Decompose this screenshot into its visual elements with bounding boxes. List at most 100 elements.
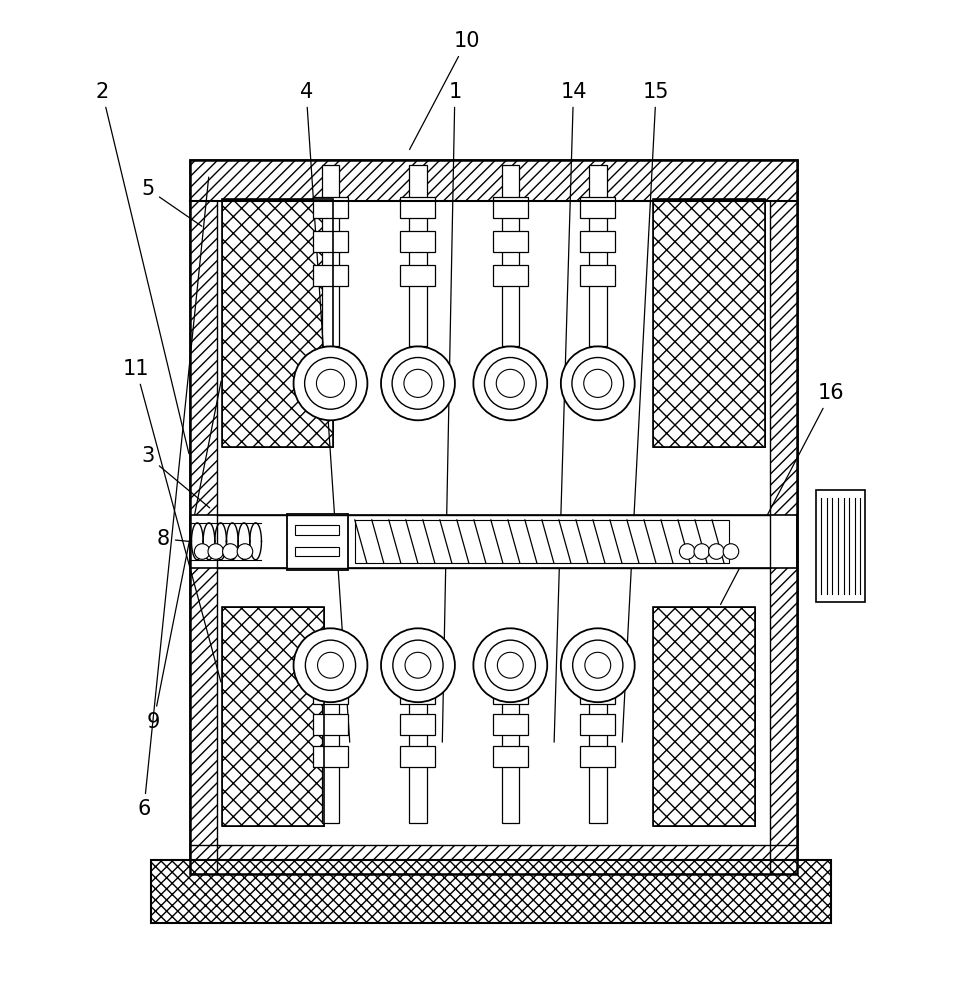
Bar xyxy=(222,199,333,447)
Circle shape xyxy=(194,544,210,559)
Bar xyxy=(580,714,615,735)
Circle shape xyxy=(392,358,444,409)
Bar xyxy=(222,199,333,447)
Circle shape xyxy=(484,358,537,409)
Bar xyxy=(816,490,865,602)
Text: 4: 4 xyxy=(299,82,350,742)
Bar xyxy=(400,197,435,218)
Bar xyxy=(589,702,607,823)
Bar xyxy=(502,165,519,346)
Text: 7: 7 xyxy=(819,543,857,563)
Circle shape xyxy=(473,346,547,420)
Circle shape xyxy=(585,652,610,678)
Circle shape xyxy=(381,628,455,702)
Circle shape xyxy=(561,346,635,420)
Text: 6: 6 xyxy=(137,177,209,819)
Bar xyxy=(322,165,339,346)
Bar xyxy=(580,746,615,767)
Bar xyxy=(409,702,427,823)
Bar xyxy=(493,231,528,252)
Bar xyxy=(287,514,348,570)
Bar xyxy=(400,231,435,252)
Bar xyxy=(151,860,831,923)
Circle shape xyxy=(473,628,547,702)
Bar xyxy=(493,197,528,218)
Circle shape xyxy=(237,544,253,559)
Text: 14: 14 xyxy=(554,82,587,742)
Bar xyxy=(190,845,797,874)
Bar xyxy=(322,702,339,823)
Bar xyxy=(580,197,615,218)
Bar xyxy=(493,746,528,767)
Bar xyxy=(222,607,324,826)
Bar xyxy=(190,515,797,568)
Bar xyxy=(151,860,831,923)
Bar xyxy=(400,683,435,704)
Circle shape xyxy=(723,544,739,559)
Bar xyxy=(313,746,348,767)
Bar xyxy=(313,714,348,735)
Bar xyxy=(580,231,615,252)
Bar xyxy=(493,265,528,286)
Bar xyxy=(190,201,217,874)
Text: 10: 10 xyxy=(409,31,480,150)
Text: 11: 11 xyxy=(122,359,221,682)
Bar xyxy=(313,231,348,252)
Circle shape xyxy=(584,369,611,397)
Bar xyxy=(580,265,615,286)
Circle shape xyxy=(485,640,536,690)
Text: 16: 16 xyxy=(720,383,845,604)
Text: 1: 1 xyxy=(442,82,462,742)
Bar xyxy=(400,714,435,735)
Circle shape xyxy=(318,652,343,678)
Circle shape xyxy=(208,544,224,559)
Text: 8: 8 xyxy=(156,529,230,549)
Bar xyxy=(313,683,348,704)
Circle shape xyxy=(305,640,356,690)
Bar xyxy=(190,160,797,201)
Circle shape xyxy=(709,544,724,559)
Text: 3: 3 xyxy=(141,446,210,508)
Bar xyxy=(589,165,607,346)
Bar xyxy=(355,520,729,563)
Bar xyxy=(190,160,797,874)
Bar xyxy=(653,199,765,447)
Text: 9: 9 xyxy=(147,381,221,732)
Circle shape xyxy=(393,640,443,690)
Bar xyxy=(400,265,435,286)
Circle shape xyxy=(573,640,623,690)
Bar xyxy=(295,547,339,556)
Bar xyxy=(653,199,765,447)
Circle shape xyxy=(304,358,357,409)
Bar xyxy=(580,683,615,704)
Circle shape xyxy=(405,652,431,678)
Circle shape xyxy=(381,346,455,420)
Circle shape xyxy=(404,369,432,397)
Bar xyxy=(502,702,519,823)
Circle shape xyxy=(294,346,367,420)
Bar xyxy=(222,607,324,826)
Circle shape xyxy=(497,369,524,397)
Circle shape xyxy=(572,358,624,409)
Bar xyxy=(400,746,435,767)
Bar xyxy=(493,683,528,704)
Bar xyxy=(493,714,528,735)
Bar xyxy=(409,165,427,346)
Circle shape xyxy=(223,544,238,559)
Circle shape xyxy=(694,544,710,559)
Text: 15: 15 xyxy=(622,82,670,742)
Bar xyxy=(190,160,797,874)
Circle shape xyxy=(679,544,695,559)
Bar xyxy=(295,525,339,535)
Text: 2: 2 xyxy=(95,82,189,454)
Bar xyxy=(313,197,348,218)
Bar xyxy=(653,607,755,826)
Bar xyxy=(653,607,755,826)
Circle shape xyxy=(561,628,635,702)
Text: 5: 5 xyxy=(141,179,202,226)
Bar xyxy=(313,265,348,286)
Circle shape xyxy=(498,652,523,678)
Bar xyxy=(770,201,797,874)
Circle shape xyxy=(317,369,344,397)
Circle shape xyxy=(294,628,367,702)
